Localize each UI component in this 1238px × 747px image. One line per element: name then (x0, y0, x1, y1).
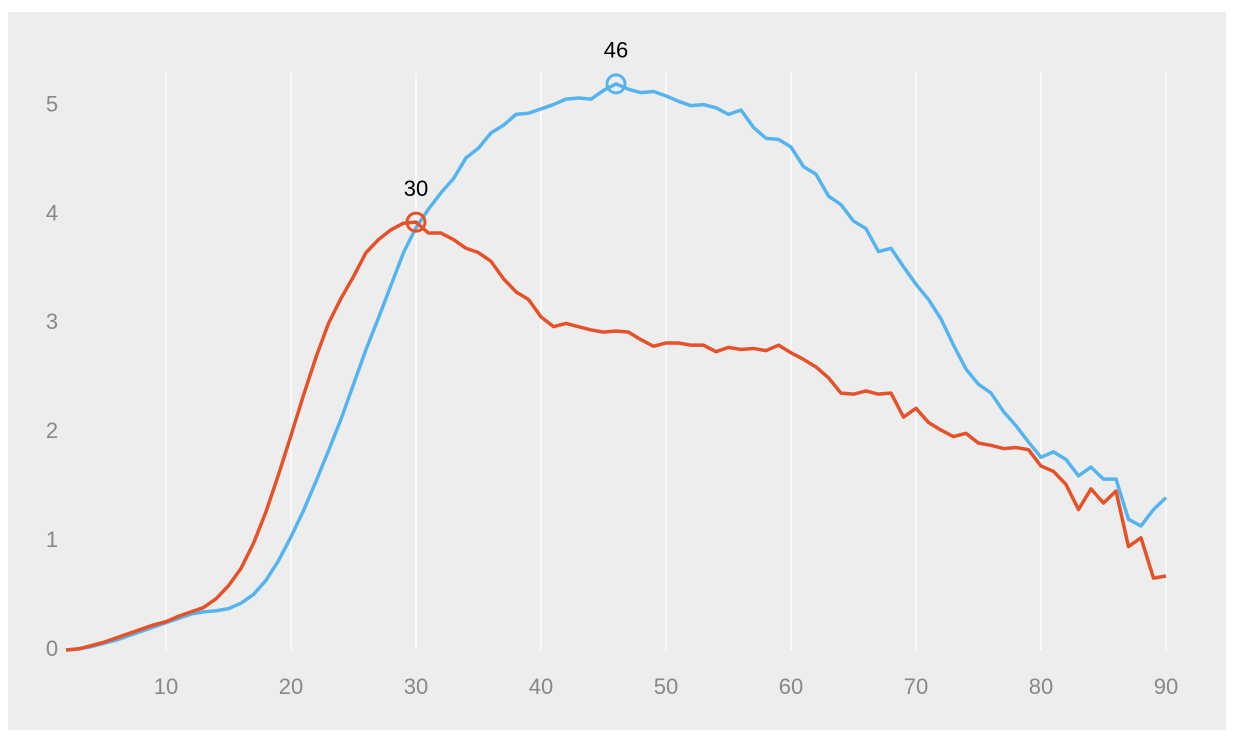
x-tick-label: 30 (404, 674, 428, 699)
y-tick-label: 0 (46, 636, 58, 661)
y-tick-label: 4 (46, 200, 58, 225)
peak-marker (405, 211, 427, 233)
x-tick-label: 80 (1029, 674, 1053, 699)
annotation-label: 30 (404, 176, 428, 201)
x-tick-label: 40 (529, 674, 553, 699)
x-tick-label: 70 (904, 674, 928, 699)
x-tick-label: 10 (154, 674, 178, 699)
chart-background (8, 12, 1226, 730)
series-line (65, 220, 1167, 652)
y-tick-label: 2 (46, 418, 58, 443)
y-tick-label: 5 (46, 91, 58, 116)
x-tick-label: 90 (1154, 674, 1178, 699)
x-tick-label: 60 (779, 674, 803, 699)
annotation-label: 46 (604, 38, 628, 63)
peak-marker (605, 73, 627, 95)
y-tick-label: 1 (46, 527, 58, 552)
series-line (65, 82, 1168, 652)
y-tick-label: 3 (46, 309, 58, 334)
x-tick-label: 50 (654, 674, 678, 699)
x-tick-label: 20 (279, 674, 303, 699)
